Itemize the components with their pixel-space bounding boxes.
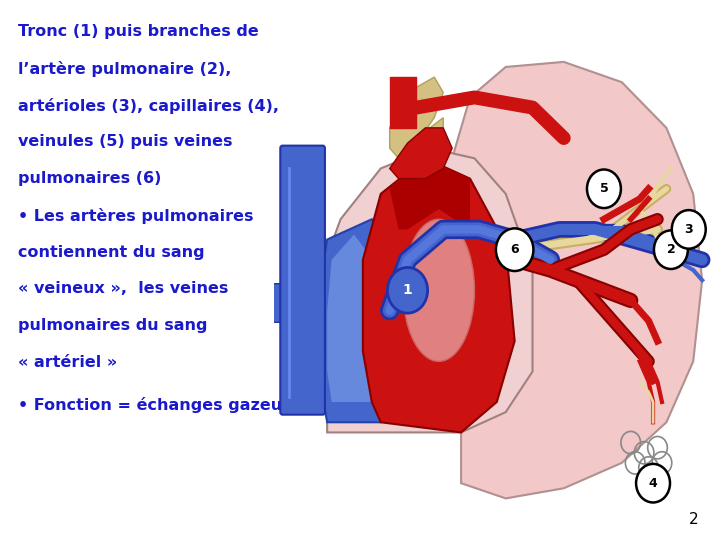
Polygon shape [363,158,515,433]
Ellipse shape [403,219,474,361]
Circle shape [654,231,688,269]
Text: 5: 5 [600,183,608,195]
Polygon shape [390,158,470,230]
Text: Tronc (1) puis branches de: Tronc (1) puis branches de [18,24,258,39]
Text: contiennent du sang: contiennent du sang [18,245,204,260]
Circle shape [387,267,428,313]
Text: 4: 4 [649,477,657,490]
Circle shape [587,170,621,208]
FancyBboxPatch shape [280,146,325,415]
Text: 2: 2 [689,511,698,526]
Text: pulmonaires du sang: pulmonaires du sang [18,318,207,333]
Text: pulmonaires (6): pulmonaires (6) [18,171,161,186]
Text: 6: 6 [510,243,519,256]
Polygon shape [327,234,385,402]
Text: 1: 1 [402,284,413,298]
Circle shape [496,228,534,271]
Text: « artériel »: « artériel » [18,355,117,370]
Polygon shape [318,219,399,422]
Circle shape [672,210,706,249]
Polygon shape [452,62,702,498]
Polygon shape [390,128,452,179]
Polygon shape [390,77,444,158]
Text: • Les artères pulmonaires: • Les artères pulmonaires [18,208,253,224]
Text: • Fonction = échanges gazeux: • Fonction = échanges gazeux [18,397,292,413]
Text: 3: 3 [685,223,693,236]
Circle shape [636,464,670,503]
Polygon shape [408,118,444,194]
Text: veinules (5) puis veines: veinules (5) puis veines [18,134,233,150]
Polygon shape [318,148,533,433]
Text: « veineux »,  les veines: « veineux », les veines [18,281,228,296]
Text: artérioles (3), capillaires (4),: artérioles (3), capillaires (4), [18,98,279,114]
FancyBboxPatch shape [272,284,324,322]
Text: 2: 2 [667,243,675,256]
Text: l’artère pulmonaire (2),: l’artère pulmonaire (2), [18,61,231,77]
